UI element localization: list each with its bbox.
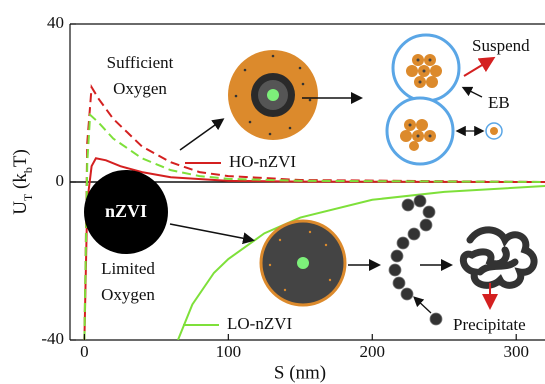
y-label-part: (k — [10, 173, 31, 194]
annotation: Suspend — [472, 36, 530, 55]
y-tick-label: 40 — [47, 13, 64, 32]
annotation: Sufficient — [107, 53, 174, 72]
x-tick-label: 200 — [360, 342, 386, 361]
annotation: Oxygen — [101, 285, 155, 304]
legend-label: HO-nZVI — [229, 152, 296, 171]
legend-label: LO-nZVI — [227, 314, 292, 333]
illustration-sufficient — [180, 35, 502, 164]
y-label-part: T) — [10, 149, 31, 167]
annotation: EB — [488, 93, 510, 112]
annotation: nZVI — [105, 201, 147, 221]
y-tick-label: -40 — [41, 329, 64, 348]
x-axis-label: S (nm) — [274, 362, 326, 383]
annotation: Oxygen — [113, 79, 167, 98]
y-label-part: U — [10, 201, 31, 215]
figure: 40 0 -40 0 100 200 300 — [0, 0, 545, 384]
x-tick-label: 100 — [216, 342, 242, 361]
x-tick-label: 300 — [503, 342, 529, 361]
y-axis-label: UT (kbT) — [10, 149, 34, 215]
annotation: Precipitate — [453, 315, 526, 334]
y-tick-label: 0 — [56, 171, 65, 190]
annotation: Limited — [101, 259, 155, 278]
x-tick-label: 0 — [80, 342, 89, 361]
